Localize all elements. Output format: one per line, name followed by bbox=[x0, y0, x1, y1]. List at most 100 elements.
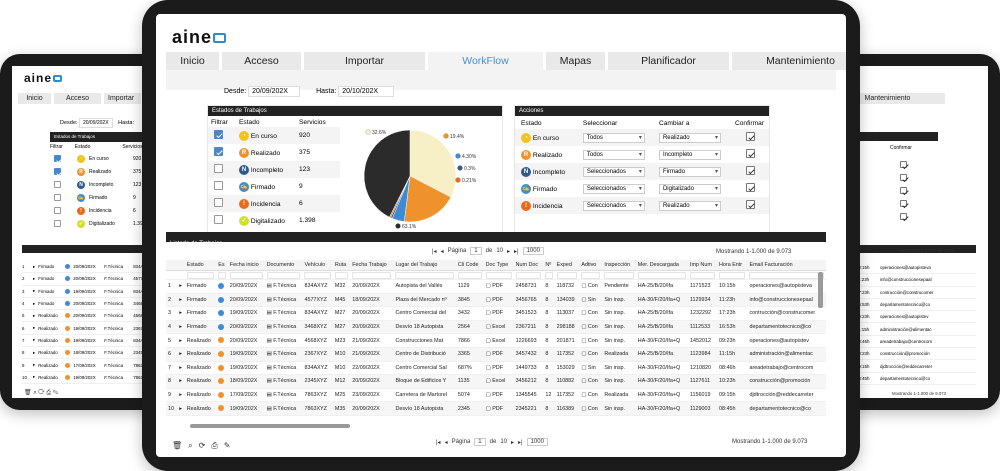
column-filter-input[interactable] bbox=[229, 271, 263, 279]
seleccionar-dropdown[interactable]: Seleccionados bbox=[582, 183, 645, 194]
column-filter-input[interactable] bbox=[581, 271, 601, 279]
expand-icon[interactable]: ▸ bbox=[177, 306, 185, 321]
page-input[interactable]: 1 bbox=[470, 247, 482, 255]
edit-icon[interactable]: ✎ bbox=[223, 441, 231, 450]
expand-icon[interactable]: ▸ bbox=[177, 347, 185, 362]
next-page-icon[interactable]: ▸ bbox=[511, 439, 515, 446]
column-filter-input[interactable] bbox=[352, 271, 392, 279]
col-header[interactable]: Hora Entr bbox=[717, 260, 748, 271]
column-filter-input[interactable] bbox=[334, 271, 349, 279]
column-filter-input[interactable] bbox=[304, 271, 331, 279]
page-input[interactable]: 1 bbox=[474, 438, 486, 446]
tab-mantenimiento-right[interactable]: Mantenimiento bbox=[830, 93, 948, 104]
col-header[interactable]: Vehículo bbox=[302, 260, 333, 271]
column-filter-input[interactable] bbox=[719, 271, 746, 279]
filter-checkbox[interactable] bbox=[214, 198, 223, 207]
table-row[interactable]: 5 ▸ Realizado 20/09/202X ▤ F.Técnica 456… bbox=[166, 333, 826, 348]
filter-checkbox[interactable] bbox=[54, 207, 61, 214]
col-header[interactable]: Fecha inicio bbox=[227, 260, 265, 271]
confirm-checkbox[interactable] bbox=[746, 166, 755, 175]
col-header[interactable]: Es bbox=[216, 260, 228, 271]
tab-planificador[interactable]: Planificador bbox=[608, 52, 732, 70]
document-icon[interactable]: ▤ bbox=[266, 324, 272, 331]
cambiar-dropdown[interactable]: Digitalizado bbox=[658, 183, 721, 194]
tab-mapas[interactable]: Mapas bbox=[546, 52, 608, 70]
file-icon[interactable]: ▢ bbox=[485, 351, 491, 358]
col-header[interactable]: Documento bbox=[264, 260, 303, 271]
trash-icon[interactable]: 🗑 bbox=[172, 441, 183, 450]
col-header[interactable]: Email Facturación bbox=[747, 260, 826, 271]
desde-field[interactable]: 20/09/202X bbox=[78, 118, 113, 128]
cambiar-dropdown[interactable]: Incompleto bbox=[658, 149, 721, 160]
column-filter-input[interactable] bbox=[637, 271, 686, 279]
confirm-checkbox[interactable] bbox=[900, 213, 907, 220]
last-page-icon[interactable]: ▸| bbox=[514, 248, 519, 255]
col-header[interactable]: Nº bbox=[543, 260, 555, 271]
column-filter-input[interactable] bbox=[218, 271, 226, 279]
column-filter-input[interactable] bbox=[556, 271, 578, 279]
cambiar-dropdown[interactable]: Firmado bbox=[658, 166, 721, 177]
first-page-icon[interactable]: |◂ bbox=[436, 439, 441, 446]
seleccionar-dropdown[interactable]: Todos bbox=[582, 149, 645, 160]
column-filter-input[interactable] bbox=[749, 271, 824, 279]
column-filter-input[interactable] bbox=[457, 271, 482, 279]
filter-checkbox[interactable] bbox=[54, 168, 61, 175]
cambiar-dropdown[interactable]: Realizado bbox=[658, 132, 721, 143]
col-header[interactable] bbox=[166, 260, 178, 271]
filter-checkbox[interactable] bbox=[214, 181, 223, 190]
hasta-field[interactable]: 20/10/202X bbox=[338, 86, 395, 97]
column-filter-input[interactable] bbox=[515, 271, 542, 279]
col-header[interactable]: Imp Num bbox=[687, 260, 718, 271]
col-header[interactable]: Fecha Trabajo bbox=[350, 260, 394, 271]
document-icon[interactable]: ▤ bbox=[266, 351, 272, 358]
table-row[interactable]: 3 ▸ Firmado 19/09/202X ▤ F.Técnica 834AX… bbox=[166, 306, 826, 321]
confirm-checkbox[interactable] bbox=[746, 132, 755, 141]
tab-inicio[interactable]: Inicio bbox=[166, 52, 222, 70]
expand-icon[interactable]: ▸ bbox=[177, 293, 185, 308]
filter-checkbox[interactable] bbox=[214, 164, 223, 173]
document-icon[interactable]: ▤ bbox=[266, 310, 272, 317]
table-row[interactable]: 4 ▸ Firmado 20/09/202X ▤ F.Técnica 3468X… bbox=[166, 320, 826, 335]
seleccionar-dropdown[interactable]: Seleccionados bbox=[582, 200, 645, 211]
horizontal-scrollbar[interactable] bbox=[190, 424, 350, 428]
seleccionar-dropdown[interactable]: Todos bbox=[582, 132, 645, 143]
table-row[interactable]: 7 ▸ Realizado 19/09/202X ▤ F.Técnica 834… bbox=[166, 361, 826, 376]
document-icon[interactable]: ▤ bbox=[266, 337, 272, 344]
expand-icon[interactable]: ▸ bbox=[177, 333, 185, 348]
seleccionar-dropdown[interactable]: Seleccionados bbox=[582, 166, 645, 177]
col-header[interactable]: Ruta bbox=[332, 260, 351, 271]
table-row[interactable]: 9 ▸ Realizado 17/09/202X ▤ F.Técnica 786… bbox=[166, 388, 826, 403]
confirm-checkbox[interactable] bbox=[900, 187, 907, 194]
table-row[interactable]: 2 ▸ Firmado 20/09/202X ▤ F.Técnica 4577X… bbox=[166, 293, 826, 308]
tab-importar[interactable]: Importar bbox=[304, 52, 428, 70]
column-filter-input[interactable] bbox=[604, 271, 634, 279]
file-icon[interactable]: ▢ bbox=[485, 324, 491, 331]
document-icon[interactable]: ▤ bbox=[266, 283, 272, 290]
column-filter-input[interactable] bbox=[689, 271, 716, 279]
last-page-icon[interactable]: ▸| bbox=[518, 439, 523, 446]
document-icon[interactable]: ▤ bbox=[266, 392, 272, 399]
confirm-checkbox[interactable] bbox=[900, 174, 907, 181]
col-header[interactable] bbox=[177, 260, 185, 271]
cambiar-dropdown[interactable]: Realizado bbox=[658, 200, 721, 211]
file-icon[interactable]: ▢ bbox=[485, 310, 491, 317]
col-header[interactable]: Estado bbox=[184, 260, 217, 271]
tab-acceso[interactable]: Acceso bbox=[54, 93, 104, 104]
file-icon[interactable]: ▢ bbox=[485, 405, 491, 412]
expand-icon[interactable]: ▸ bbox=[177, 374, 185, 389]
col-header[interactable]: Num Doc bbox=[513, 260, 544, 271]
prev-page-icon[interactable]: ◂ bbox=[444, 439, 448, 446]
file-icon[interactable]: ▢ bbox=[485, 296, 491, 303]
search-icon[interactable]: ⌕ bbox=[188, 441, 193, 450]
tab-inicio[interactable]: Inicio bbox=[18, 93, 54, 104]
column-filter-input[interactable] bbox=[485, 271, 512, 279]
confirm-checkbox[interactable] bbox=[746, 200, 755, 209]
tab-workflow[interactable]: WorkFlow bbox=[428, 52, 546, 70]
column-filter-input[interactable] bbox=[266, 271, 301, 279]
file-icon[interactable]: ▢ bbox=[485, 378, 491, 385]
col-header[interactable]: Inspección bbox=[602, 260, 636, 271]
prev-page-icon[interactable]: ◂ bbox=[440, 248, 444, 255]
table-row[interactable]: 10 ▸ Realizado 19/09/202X ▤ F.Técnica 78… bbox=[166, 401, 826, 416]
filter-checkbox[interactable] bbox=[54, 194, 61, 201]
per-page-select[interactable]: 1000 bbox=[522, 247, 544, 255]
